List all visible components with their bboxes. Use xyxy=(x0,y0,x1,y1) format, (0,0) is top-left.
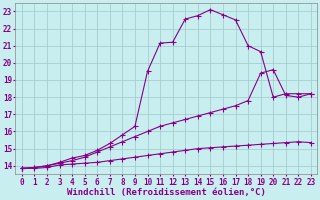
X-axis label: Windchill (Refroidissement éolien,°C): Windchill (Refroidissement éolien,°C) xyxy=(67,188,266,197)
